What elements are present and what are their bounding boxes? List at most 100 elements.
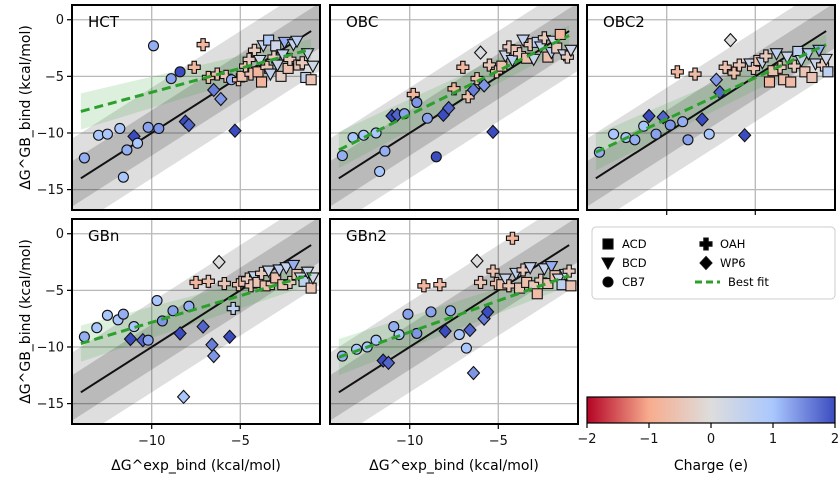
data-point-plus (746, 61, 761, 75)
legend-label: ACD (622, 237, 647, 251)
error-band-outer (587, 5, 835, 210)
data-point-square (298, 275, 310, 287)
data-point-plus (732, 58, 746, 72)
data-point-plus (456, 60, 470, 74)
data-point-triangle (769, 48, 784, 61)
data-point-circle (379, 145, 391, 157)
data-point-diamond (695, 112, 709, 127)
x-tick-label: −5 (231, 434, 250, 449)
legend-marker-triangle (601, 257, 615, 271)
x-axis-label: ΔG^exp_bind (kcal/mol) (369, 458, 539, 474)
legend-label: WP6 (720, 256, 746, 270)
best-fit-band (338, 265, 570, 376)
data-point-diamond (212, 254, 226, 270)
legend-marker-plus (699, 237, 713, 251)
data-point-diamond (723, 32, 738, 48)
data-point-plus (254, 266, 269, 280)
data-point-plus (474, 275, 488, 289)
data-point-diamond (463, 322, 477, 338)
y-tick-label: −10 (37, 340, 64, 355)
data-point-circle (142, 121, 154, 133)
data-point-square (565, 280, 577, 292)
data-point-plus (562, 264, 576, 278)
data-point-diamond (228, 123, 242, 139)
colorbar-label: Charge (e) (674, 458, 748, 474)
data-point-plus (718, 60, 732, 74)
data-point-diamond (466, 365, 481, 381)
data-point-diamond (222, 329, 237, 345)
data-point-plus (537, 31, 551, 45)
x-tick-label: −10 (396, 434, 423, 449)
data-point-circle (117, 171, 129, 183)
legend-label: CB7 (622, 275, 645, 289)
data-point-plus (759, 49, 773, 63)
data-point-plus (447, 82, 461, 96)
data-point-plus (201, 274, 215, 288)
data-point-plus (670, 65, 684, 79)
data-point-diamond (441, 100, 456, 116)
data-point-square (275, 70, 287, 82)
data-point-plus (502, 279, 516, 293)
data-point-plus (688, 67, 702, 81)
data-point-triangle (290, 35, 304, 49)
data-point-circle (374, 165, 386, 178)
data-point-diamond (470, 253, 484, 269)
data-point-circle (101, 128, 113, 140)
data-point-circle (402, 308, 414, 320)
data-point-square (763, 76, 776, 88)
data-point-square (799, 66, 811, 78)
panel-title: OBC (346, 13, 378, 31)
data-point-diamond (176, 389, 191, 405)
data-point-circle (78, 152, 90, 164)
data-point-square (255, 76, 268, 88)
colorbar-gradient (586, 396, 836, 424)
data-point-square (305, 282, 317, 294)
colorbar-tick-label: 0 (707, 432, 715, 447)
y-tick-label: −15 (37, 397, 64, 412)
data-point-circle (650, 128, 662, 140)
data-point-plus (295, 56, 309, 70)
data-point-square (305, 74, 317, 86)
panel-frame (71, 218, 321, 425)
y-tick-label: −10 (37, 126, 64, 141)
best-fit-line (338, 274, 570, 359)
legend-label: OAH (720, 237, 745, 251)
data-point-circle (388, 321, 400, 333)
data-point-plus (189, 275, 203, 289)
plot-area (330, 219, 578, 424)
data-point-circle (131, 137, 144, 149)
error-band-outer (72, 219, 320, 424)
data-point-diamond (206, 348, 221, 364)
y-tick-label: 0 (56, 227, 64, 242)
data-point-diamond (173, 326, 187, 341)
best-fit-line (338, 34, 570, 152)
data-point-plus (505, 231, 520, 245)
x-tick-label: −10 (138, 434, 165, 449)
data-point-circle (411, 96, 423, 108)
data-point-circle (460, 342, 472, 354)
data-point-diamond (381, 355, 396, 371)
panel-frame (586, 4, 836, 211)
legend-frame (591, 226, 836, 300)
data-point-circle (165, 73, 177, 85)
legend-label: BCD (622, 256, 647, 270)
data-point-triangle (286, 259, 301, 273)
data-point-circle (142, 334, 154, 346)
y-tick-label: −5 (45, 70, 64, 85)
data-point-square (554, 28, 566, 40)
data-point-circle (101, 309, 113, 321)
identity-line (338, 244, 570, 394)
data-point-circle (114, 122, 126, 135)
data-point-plus (226, 301, 240, 316)
data-point-triangle (516, 34, 531, 48)
data-point-diamond (438, 323, 452, 339)
data-point-triangle (537, 263, 552, 276)
best-fit-line (80, 273, 312, 346)
data-point-circle (703, 128, 715, 140)
data-point-triangle (523, 262, 538, 275)
data-point-plus (187, 60, 201, 74)
legend-marker-diamond (699, 255, 713, 271)
data-point-plus (433, 278, 447, 292)
